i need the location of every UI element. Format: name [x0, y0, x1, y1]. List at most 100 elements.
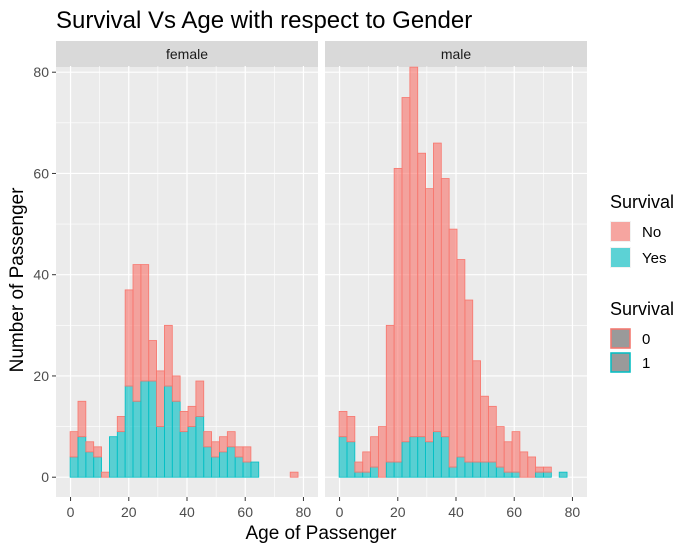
- bar-no: [503, 441, 513, 473]
- facet-label: male: [441, 46, 472, 62]
- bar-no: [511, 431, 521, 473]
- bar-yes: [401, 441, 411, 478]
- bar-yes: [226, 446, 236, 478]
- bar-no: [393, 167, 403, 463]
- bar-yes: [370, 466, 379, 478]
- bar-yes: [250, 461, 260, 478]
- bar-yes: [195, 416, 205, 478]
- bar-no: [187, 405, 197, 427]
- legend-title: Survival: [610, 192, 674, 212]
- bar-yes: [440, 436, 450, 478]
- bar-yes: [140, 380, 150, 478]
- y-tick-label: 60: [33, 165, 49, 181]
- bar-no: [495, 426, 505, 468]
- bar-no: [370, 436, 379, 468]
- bar-no: [203, 431, 212, 448]
- x-tick-label: 80: [296, 504, 312, 520]
- bar-no: [527, 456, 537, 478]
- bar-no: [69, 431, 79, 458]
- y-tick-label: 80: [33, 64, 49, 80]
- bar-no: [456, 259, 466, 458]
- bar-yes: [77, 436, 87, 478]
- bar-yes: [187, 426, 197, 478]
- bar-no: [433, 142, 442, 433]
- bar-yes: [219, 451, 228, 478]
- bar-yes: [456, 456, 466, 478]
- bar-yes: [495, 466, 505, 478]
- panel-male: male: [325, 41, 587, 497]
- bar-no: [448, 228, 458, 468]
- bar-yes: [425, 441, 434, 478]
- legend: Survival No Yes Survival 0 1: [610, 192, 674, 373]
- y-tick-label: 20: [33, 368, 49, 384]
- bar-yes: [503, 471, 513, 478]
- bar-no: [140, 264, 150, 382]
- x-tick-label: 0: [336, 504, 344, 520]
- bar-no: [234, 446, 244, 458]
- bar-no: [338, 410, 348, 438]
- x-axis-label: Age of Passenger: [245, 523, 397, 544]
- bar-no: [116, 416, 126, 433]
- bar-no: [171, 375, 181, 402]
- bar-yes: [354, 471, 364, 478]
- plot-panels: female male: [56, 41, 587, 497]
- facet-strip: [56, 41, 318, 67]
- bar-yes: [85, 451, 95, 478]
- bar-no: [211, 441, 220, 458]
- bar-no: [488, 405, 497, 463]
- x-tick-label: 0: [67, 504, 75, 520]
- bar-yes: [480, 461, 489, 478]
- bar-yes: [242, 461, 252, 478]
- y-tick-label: 40: [33, 267, 49, 283]
- bar-no: [132, 264, 142, 402]
- y-axis: 0 20 40 60 80: [33, 64, 56, 485]
- bar-no: [289, 471, 299, 478]
- x-tick-label: 20: [121, 504, 137, 520]
- bar-yes: [393, 461, 403, 478]
- bar-yes: [171, 400, 181, 478]
- bar-no: [535, 466, 544, 473]
- bar-no: [242, 446, 252, 463]
- bar-no: [148, 340, 157, 382]
- bar-no: [85, 441, 95, 453]
- legend-label: No: [642, 224, 661, 241]
- bar-no: [93, 446, 102, 458]
- bar-yes: [203, 446, 212, 478]
- bar-yes: [464, 461, 474, 478]
- bar-no: [543, 466, 552, 473]
- facet-strip: [325, 41, 587, 67]
- chart-title: Survival Vs Age with respect to Gender: [56, 7, 472, 34]
- x-tick-label: 40: [448, 504, 464, 520]
- bar-yes: [409, 436, 419, 478]
- bar-yes: [472, 461, 481, 478]
- bar-no: [464, 299, 474, 463]
- bar-yes: [488, 461, 497, 478]
- legend-label: 0: [642, 331, 650, 348]
- bar-yes: [124, 385, 134, 478]
- bar-no: [219, 436, 228, 453]
- bar-no: [409, 66, 419, 438]
- bar-yes: [179, 431, 189, 478]
- bar-no: [362, 451, 371, 473]
- bar-no: [156, 370, 165, 427]
- bar-no: [519, 451, 529, 478]
- bar-yes: [116, 431, 126, 478]
- bar-yes: [448, 466, 458, 478]
- legend-swatch-no: [611, 222, 630, 241]
- bar-no: [425, 188, 434, 443]
- bar-yes: [362, 471, 371, 478]
- legend-swatch-outline-1: [610, 352, 631, 373]
- bar-yes: [109, 436, 118, 478]
- bar-yes: [132, 400, 142, 478]
- bar-no: [472, 360, 481, 463]
- bar-yes: [338, 436, 348, 478]
- y-tick-label: 0: [41, 469, 49, 485]
- y-axis-label: Number of Passenger: [7, 187, 28, 372]
- bar-yes: [164, 385, 173, 478]
- bar-no: [179, 410, 189, 433]
- bar-yes: [558, 471, 568, 478]
- panel-female: female: [56, 41, 318, 497]
- bar-yes: [93, 456, 102, 478]
- legend-swatch-yes: [611, 248, 630, 267]
